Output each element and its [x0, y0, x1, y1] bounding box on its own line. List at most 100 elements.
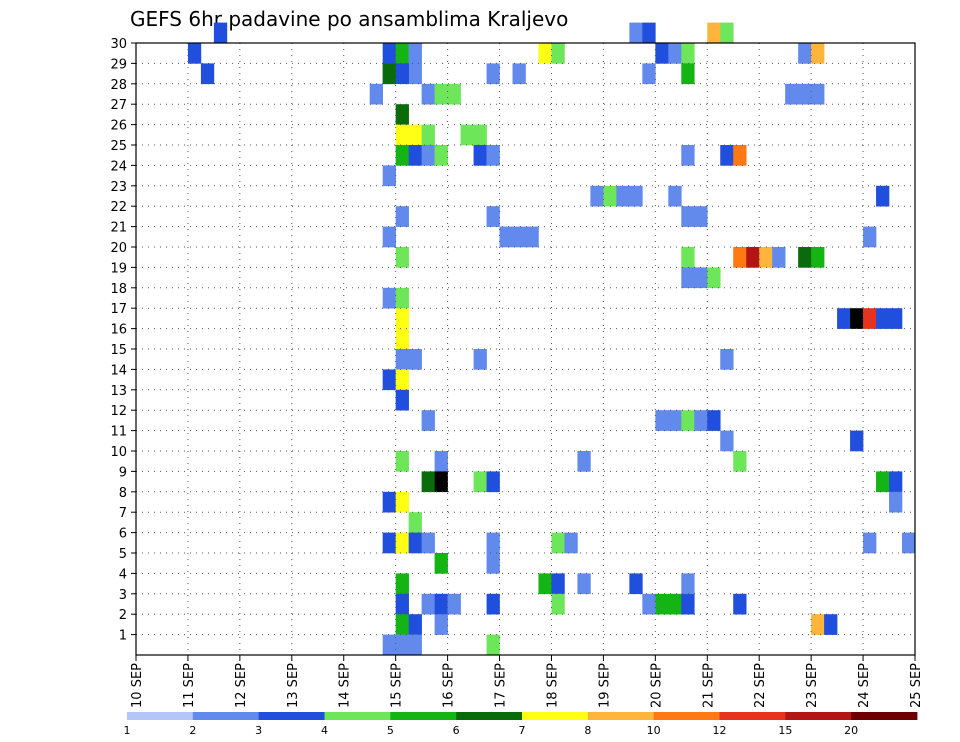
colorbar-label: 8	[584, 724, 591, 737]
x-tick-label: 13 SEP	[286, 663, 301, 708]
heat-cell	[655, 593, 669, 615]
data-cells	[187, 22, 916, 656]
x-tick-label: 16 SEP	[442, 663, 457, 708]
heat-cell	[681, 43, 695, 64]
heat-cell	[603, 185, 617, 207]
heat-cell	[434, 83, 448, 105]
y-tick-label: 28	[110, 78, 127, 93]
y-tick-label: 7	[119, 506, 127, 521]
heat-cell	[434, 593, 448, 615]
x-tick-label: 22 SEP	[753, 663, 768, 708]
heat-cell	[408, 634, 422, 656]
heat-cell	[395, 63, 409, 85]
heat-cell	[213, 22, 228, 44]
heat-cell	[395, 614, 409, 635]
x-tick-label: 15 SEP	[390, 663, 405, 708]
heat-cell	[408, 614, 422, 635]
heat-cell	[395, 247, 409, 268]
heat-cell	[408, 145, 422, 166]
colorbar-swatch	[192, 712, 260, 720]
heat-cell	[447, 83, 461, 105]
colorbar-swatch	[653, 712, 720, 720]
heat-cell	[395, 104, 409, 125]
heat-cell	[811, 614, 825, 635]
heat-cell	[395, 349, 409, 370]
colorbar-label: 15	[778, 724, 792, 737]
heat-cell	[694, 410, 708, 431]
heat-cell	[850, 308, 864, 329]
heat-cell	[707, 267, 721, 289]
heat-cell	[629, 22, 643, 44]
heat-cell	[512, 63, 526, 85]
x-tick-label: 14 SEP	[338, 663, 353, 708]
heat-cell	[382, 634, 396, 656]
heat-cell	[681, 206, 695, 227]
heat-cell	[733, 145, 747, 166]
heat-cell	[473, 124, 487, 146]
heat-cell	[681, 145, 695, 166]
y-tick-label: 24	[110, 159, 127, 174]
heat-cell	[486, 63, 500, 85]
y-tick-label: 29	[110, 57, 127, 72]
heat-cell	[577, 451, 591, 472]
heat-cell	[395, 532, 409, 554]
heat-cell	[200, 63, 215, 85]
heat-cell	[486, 553, 500, 574]
colorbar-swatch	[324, 712, 391, 720]
y-tick-label: 8	[119, 486, 127, 501]
grid	[136, 43, 915, 655]
heat-cell	[434, 145, 448, 166]
y-tick-label: 13	[110, 384, 127, 399]
heat-cell	[694, 206, 708, 227]
heat-cell	[707, 22, 721, 44]
heat-cell	[720, 349, 734, 370]
heat-cell	[876, 185, 890, 207]
heat-cell	[395, 145, 409, 166]
heat-cell	[642, 22, 656, 44]
heat-cell	[421, 124, 435, 146]
y-tick-label: 16	[110, 323, 127, 338]
y-tick-label: 11	[110, 425, 127, 440]
heat-cell	[863, 226, 877, 248]
heat-cell	[707, 410, 721, 431]
heat-cell	[889, 471, 903, 493]
y-tick-label: 20	[110, 241, 127, 256]
y-tick-label: 17	[110, 302, 127, 317]
heat-cell	[421, 145, 435, 166]
heat-cell	[772, 247, 786, 268]
heat-cell	[681, 267, 695, 289]
y-tick-label: 2	[119, 608, 127, 623]
colorbar-label: 20	[844, 724, 858, 737]
x-tick-label: 23 SEP	[805, 663, 820, 708]
y-tick-label: 12	[110, 404, 127, 419]
heat-cell	[551, 593, 565, 615]
x-tick-label: 17 SEP	[494, 663, 509, 708]
colorbar-label: 7	[519, 724, 526, 737]
heat-cell	[408, 63, 422, 85]
heat-cell	[408, 532, 422, 554]
heat-cell	[798, 247, 812, 268]
y-tick-label: 23	[110, 180, 127, 195]
heat-cell	[187, 43, 202, 64]
heat-cell	[577, 573, 591, 595]
heat-cell	[486, 593, 500, 615]
heat-cell	[421, 593, 435, 615]
heat-cell	[395, 491, 409, 513]
colorbar-swatch	[127, 712, 194, 720]
heat-cell	[499, 226, 513, 248]
y-tick-label: 30	[110, 37, 127, 52]
y-tick-label: 18	[110, 282, 127, 297]
colorbar-label: 5	[387, 724, 394, 737]
heat-cell	[512, 226, 526, 248]
heat-cell	[434, 451, 448, 472]
heat-cell	[486, 471, 500, 493]
colorbar-label: 10	[647, 724, 661, 737]
heat-cell	[395, 328, 409, 350]
heat-cell	[720, 22, 734, 44]
heat-cell	[655, 410, 669, 431]
heat-cell	[421, 471, 435, 493]
x-tick-label: 11 SEP	[182, 663, 197, 708]
heat-cell	[811, 247, 825, 268]
heat-cell	[369, 83, 383, 105]
colorbar: 1 2 3 4 5 6 7 8 10 12 15 20	[124, 712, 918, 737]
